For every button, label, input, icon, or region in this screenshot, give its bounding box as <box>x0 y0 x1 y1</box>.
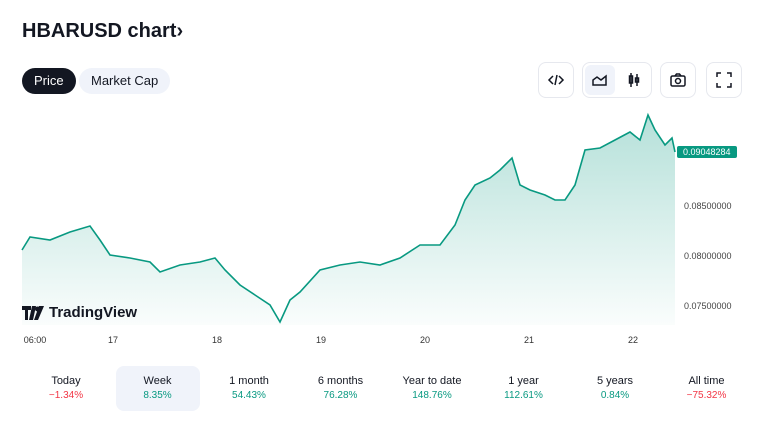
x-tick-label: 22 <box>627 335 639 345</box>
period-label: All time <box>688 375 725 387</box>
period-week[interactable]: Week 8.35% <box>115 366 200 411</box>
x-tick-label: 21 <box>523 335 535 345</box>
period-change: 76.28% <box>323 390 358 401</box>
period-change: 148.76% <box>412 390 452 401</box>
tab-price[interactable]: Price <box>22 68 76 94</box>
period-label: Today <box>51 375 81 387</box>
price-chart[interactable] <box>0 105 768 355</box>
last-price-label: 0.09048284 <box>677 146 737 158</box>
period-change: 8.35% <box>143 390 172 401</box>
y-tick-label: 0.07500000 <box>684 301 732 311</box>
tab-market-cap[interactable]: Market Cap <box>79 68 171 94</box>
period-label: 1 year <box>508 375 539 387</box>
fullscreen-icon <box>716 72 732 88</box>
period-label: Year to date <box>402 375 462 387</box>
period-change: −1.34% <box>48 390 84 401</box>
candles-icon <box>628 73 640 87</box>
period-change: 112.61% <box>504 390 543 401</box>
page-title[interactable]: HBARUSD chart› <box>22 20 184 42</box>
tradingview-label: TradingView <box>49 304 138 321</box>
candles-button[interactable] <box>619 65 649 95</box>
period-label: 1 month <box>229 375 269 387</box>
embed-button[interactable] <box>538 62 574 98</box>
period-5-years[interactable]: 5 years 0.84% <box>573 366 657 411</box>
period-1-year[interactable]: 1 year 112.61% <box>482 366 566 411</box>
period-1-month[interactable]: 1 month 54.43% <box>207 366 291 411</box>
period-today[interactable]: Today −1.34% <box>24 366 108 411</box>
code-icon <box>547 74 565 86</box>
snapshot-button[interactable] <box>660 62 696 98</box>
area-chart-icon <box>592 74 607 86</box>
period-6-months[interactable]: 6 months 76.28% <box>299 366 383 411</box>
x-tick-label: 19 <box>315 335 327 345</box>
y-tick-label: 0.08500000 <box>684 201 732 211</box>
price-area <box>22 115 676 325</box>
x-tick-label: 18 <box>211 335 223 345</box>
period-all-time[interactable]: All time −75.32% <box>665 366 749 411</box>
tradingview-icon <box>22 305 44 320</box>
camera-icon <box>670 73 686 87</box>
period-year-to-date[interactable]: Year to date 148.76% <box>390 366 474 411</box>
area-chart-button[interactable] <box>585 65 615 95</box>
x-tick-label: 17 <box>107 335 119 345</box>
chart-type-group <box>582 62 652 98</box>
x-tick-label: 06:00 <box>23 335 47 345</box>
fullscreen-button[interactable] <box>706 62 742 98</box>
period-label: 5 years <box>596 375 634 387</box>
period-change: 54.43% <box>232 390 266 401</box>
period-label: Week <box>143 375 172 387</box>
y-tick-label: 0.08000000 <box>684 251 732 261</box>
price-line <box>21 112 676 324</box>
period-change: 0.84% <box>600 390 630 401</box>
tradingview-logo[interactable]: TradingView <box>22 304 137 321</box>
x-tick-label: 20 <box>419 335 431 345</box>
period-change: −75.32% <box>686 390 727 401</box>
period-label: 6 months <box>317 375 364 387</box>
